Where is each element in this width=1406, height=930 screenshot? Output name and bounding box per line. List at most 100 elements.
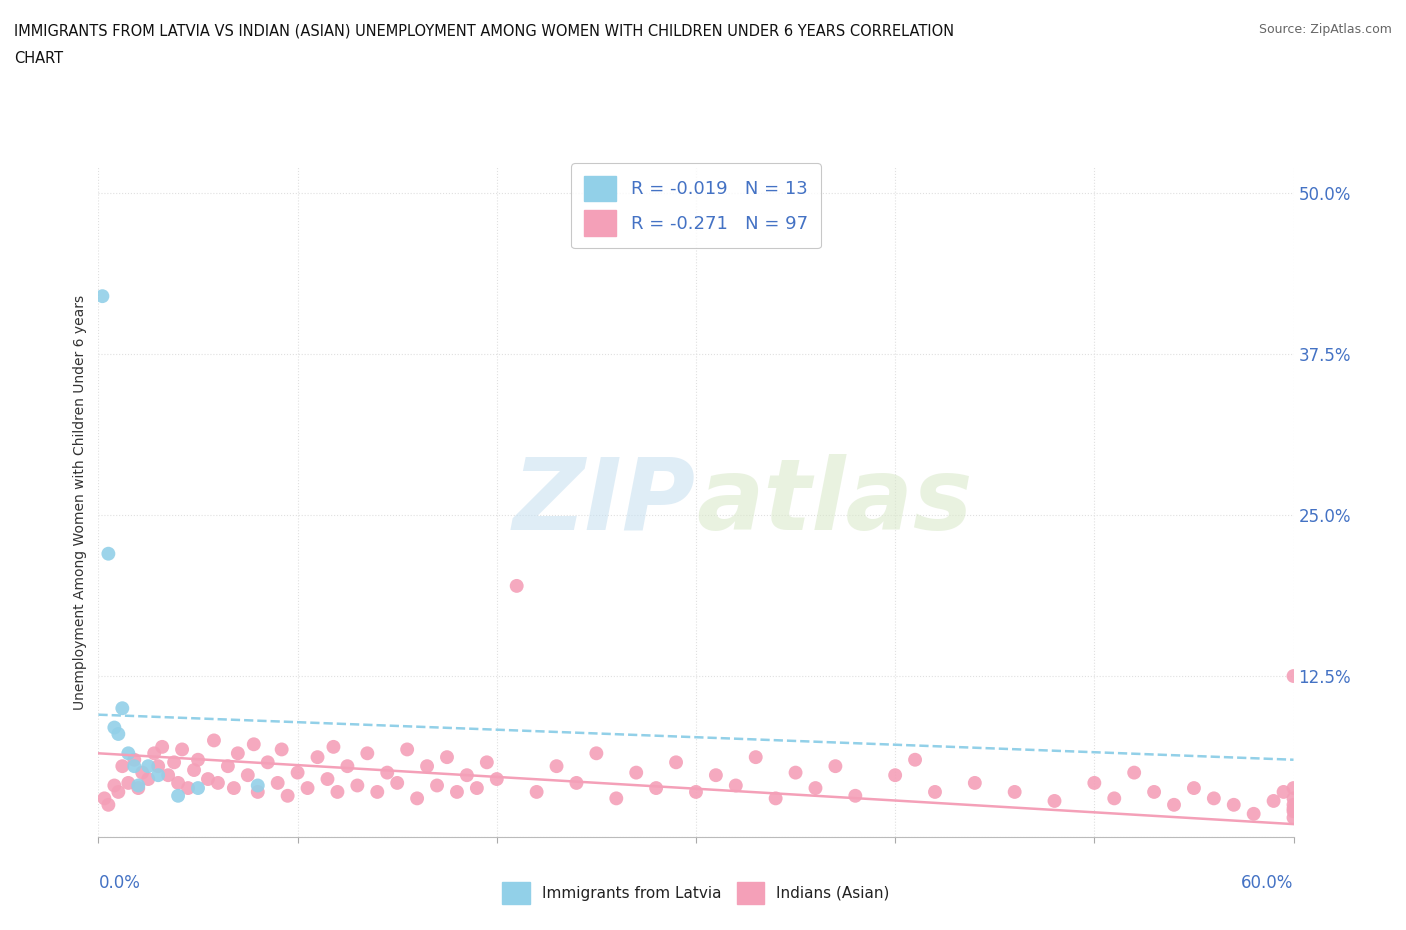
Point bbox=[336, 759, 359, 774]
Point bbox=[148, 759, 170, 774]
Point bbox=[150, 739, 173, 754]
Point bbox=[844, 789, 866, 804]
Point bbox=[93, 790, 115, 805]
Point bbox=[1282, 797, 1305, 812]
Point bbox=[307, 750, 329, 764]
Point bbox=[765, 790, 787, 805]
Point bbox=[270, 742, 292, 757]
Point bbox=[375, 765, 398, 780]
Point bbox=[124, 759, 146, 774]
Point bbox=[1282, 802, 1305, 817]
Point bbox=[465, 780, 488, 795]
Point bbox=[183, 763, 205, 777]
Point bbox=[804, 780, 827, 795]
Text: 60.0%: 60.0% bbox=[1241, 874, 1294, 892]
Y-axis label: Unemployment Among Women with Children Under 6 years: Unemployment Among Women with Children U… bbox=[73, 295, 87, 710]
Point bbox=[107, 726, 129, 741]
Point bbox=[267, 776, 290, 790]
Legend: Immigrants from Latvia, Indians (Asian): Immigrants from Latvia, Indians (Asian) bbox=[496, 876, 896, 910]
Point bbox=[1043, 793, 1066, 808]
Point bbox=[187, 780, 209, 795]
Point bbox=[316, 772, 339, 787]
Point bbox=[187, 752, 209, 767]
Point bbox=[131, 765, 153, 780]
Point bbox=[256, 755, 278, 770]
Text: 0.0%: 0.0% bbox=[98, 874, 141, 892]
Point bbox=[167, 789, 190, 804]
Point bbox=[117, 776, 139, 790]
Point bbox=[287, 765, 309, 780]
Point bbox=[446, 785, 468, 800]
Point bbox=[1163, 797, 1185, 812]
Point bbox=[624, 765, 647, 780]
Point bbox=[1004, 785, 1026, 800]
Point bbox=[172, 742, 194, 757]
Point bbox=[884, 768, 907, 783]
Text: CHART: CHART bbox=[14, 51, 63, 66]
Point bbox=[1123, 765, 1146, 780]
Point bbox=[585, 746, 607, 761]
Point bbox=[222, 780, 245, 795]
Point bbox=[745, 750, 768, 764]
Point bbox=[1282, 790, 1305, 805]
Point bbox=[107, 785, 129, 800]
Point bbox=[202, 733, 225, 748]
Point bbox=[148, 768, 170, 783]
Point bbox=[326, 785, 349, 800]
Point bbox=[1282, 804, 1305, 818]
Point bbox=[546, 759, 568, 774]
Point bbox=[1243, 806, 1265, 821]
Point bbox=[103, 778, 125, 793]
Point bbox=[436, 750, 458, 764]
Point bbox=[103, 720, 125, 735]
Point bbox=[136, 759, 159, 774]
Point bbox=[117, 746, 139, 761]
Point bbox=[704, 768, 727, 783]
Point bbox=[665, 755, 688, 770]
Point bbox=[1272, 785, 1295, 800]
Text: IMMIGRANTS FROM LATVIA VS INDIAN (ASIAN) UNEMPLOYMENT AMONG WOMEN WITH CHILDREN : IMMIGRANTS FROM LATVIA VS INDIAN (ASIAN)… bbox=[14, 23, 955, 38]
Point bbox=[1282, 810, 1305, 825]
Point bbox=[243, 737, 266, 751]
Point bbox=[396, 742, 419, 757]
Text: ZIP: ZIP bbox=[513, 454, 696, 551]
Point bbox=[356, 746, 378, 761]
Point bbox=[1263, 793, 1285, 808]
Point bbox=[1083, 776, 1105, 790]
Point bbox=[485, 772, 508, 787]
Point bbox=[91, 288, 114, 303]
Point bbox=[177, 780, 200, 795]
Point bbox=[297, 780, 319, 795]
Point bbox=[824, 759, 846, 774]
Point bbox=[127, 778, 149, 793]
Point bbox=[97, 546, 120, 561]
Point bbox=[143, 746, 166, 761]
Point bbox=[157, 768, 180, 783]
Point bbox=[97, 797, 120, 812]
Point bbox=[924, 785, 946, 800]
Point bbox=[136, 772, 159, 787]
Point bbox=[1143, 785, 1166, 800]
Point bbox=[217, 759, 239, 774]
Point bbox=[124, 752, 146, 767]
Point bbox=[456, 768, 478, 783]
Point bbox=[226, 746, 249, 761]
Point bbox=[685, 785, 707, 800]
Point bbox=[416, 759, 439, 774]
Point bbox=[366, 785, 388, 800]
Point bbox=[1182, 780, 1205, 795]
Point bbox=[565, 776, 588, 790]
Point bbox=[1102, 790, 1125, 805]
Point bbox=[645, 780, 668, 795]
Point bbox=[197, 772, 219, 787]
Point bbox=[207, 776, 229, 790]
Point bbox=[1282, 669, 1305, 684]
Point bbox=[406, 790, 429, 805]
Point bbox=[1282, 780, 1305, 795]
Point bbox=[163, 755, 186, 770]
Text: Source: ZipAtlas.com: Source: ZipAtlas.com bbox=[1258, 23, 1392, 36]
Point bbox=[246, 785, 269, 800]
Point bbox=[1202, 790, 1225, 805]
Point bbox=[426, 778, 449, 793]
Point bbox=[475, 755, 498, 770]
